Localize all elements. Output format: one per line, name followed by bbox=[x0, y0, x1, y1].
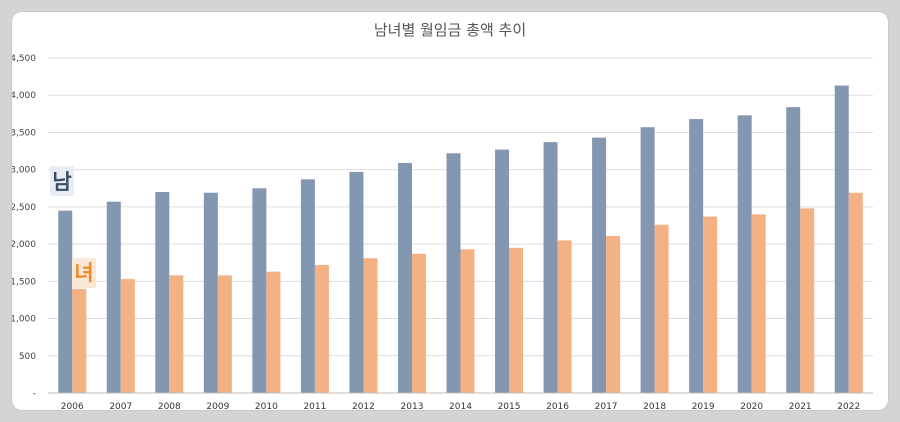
legend-male-bg bbox=[50, 166, 74, 196]
chart-svg: 남녀별 월임금 총액 추이 - 500 1,000 1,500 2,000 2,500 3,… bbox=[12, 21, 873, 410]
bar-female-2014 bbox=[460, 249, 475, 393]
bar-male-2015 bbox=[495, 149, 510, 393]
x-tick-label: 2019 bbox=[692, 402, 715, 410]
bar-female-2011 bbox=[314, 264, 329, 393]
chart-title: 남녀별 월임금 총액 추이 bbox=[374, 21, 526, 39]
x-tick-label: 2015 bbox=[498, 402, 521, 410]
x-tick-label: 2012 bbox=[352, 402, 375, 410]
x-tick-label: 2018 bbox=[643, 402, 666, 410]
y-axis-ticks: - 500 1,000 1,500 2,000 2,500 3,000 3,500 4,000 4… bbox=[12, 54, 36, 399]
legend-female: 녀 bbox=[72, 258, 96, 288]
legend-female-bg bbox=[72, 258, 96, 288]
y-tick-label: - bbox=[33, 389, 36, 399]
x-tick-label: 2007 bbox=[109, 402, 132, 410]
bar-male-2008 bbox=[155, 192, 170, 393]
bar-male-2021 bbox=[786, 107, 801, 393]
y-tick-label: 1,000 bbox=[12, 315, 36, 325]
bar-female-2015 bbox=[509, 247, 524, 393]
bar-male-2016 bbox=[543, 142, 558, 393]
y-tick-label: 4,500 bbox=[12, 54, 36, 64]
bar-male-2017 bbox=[592, 137, 607, 393]
x-tick-label: 2016 bbox=[546, 402, 569, 410]
y-tick-label: 500 bbox=[19, 352, 36, 362]
legend-male-label: 남 bbox=[52, 170, 71, 194]
bar-female-2009 bbox=[217, 275, 232, 393]
y-tick-label: 3,000 bbox=[12, 166, 36, 176]
bar-female-2007 bbox=[120, 279, 135, 393]
bar-female-2010 bbox=[266, 271, 281, 393]
bar-female-2021 bbox=[800, 208, 815, 393]
bar-female-2019 bbox=[703, 216, 718, 393]
x-tick-label: 2009 bbox=[206, 402, 229, 410]
bar-female-2008 bbox=[169, 275, 184, 393]
x-tick-label: 2021 bbox=[789, 402, 812, 410]
legend-female-label: 녀 bbox=[74, 261, 93, 285]
y-tick-label: 1,500 bbox=[12, 277, 36, 287]
y-tick-label: 4,000 bbox=[12, 91, 36, 101]
bar-female-2013 bbox=[411, 253, 426, 393]
x-tick-label: 2006 bbox=[61, 402, 84, 410]
x-tick-label: 2013 bbox=[401, 402, 424, 410]
bar-male-2012 bbox=[349, 171, 364, 393]
bar-female-2018 bbox=[654, 224, 669, 393]
bar-male-2019 bbox=[689, 119, 704, 394]
bar-male-2007 bbox=[106, 201, 121, 393]
x-tick-label: 2008 bbox=[158, 402, 181, 410]
x-tick-label: 2010 bbox=[255, 402, 278, 410]
x-tick-label: 2020 bbox=[740, 402, 763, 410]
bar-female-2020 bbox=[751, 214, 766, 393]
bar-male-2022 bbox=[834, 85, 849, 394]
y-tick-label: 2,000 bbox=[12, 240, 36, 250]
chart-card: 남녀별 월임금 총액 추이 - 500 1,000 1,500 2,000 2,500 3,… bbox=[12, 12, 888, 410]
bar-female-2022 bbox=[848, 192, 863, 393]
y-tick-label: 3,500 bbox=[12, 128, 36, 138]
bar-male-2018 bbox=[640, 127, 655, 393]
x-tick-label: 2022 bbox=[837, 402, 860, 410]
bar-layer bbox=[58, 85, 863, 394]
bar-male-2010 bbox=[252, 188, 267, 393]
bar-male-2009 bbox=[203, 192, 218, 393]
bar-female-2006 bbox=[72, 288, 87, 393]
x-tick-label: 2014 bbox=[449, 402, 472, 410]
bar-female-2017 bbox=[606, 235, 621, 393]
x-tick-label: 2017 bbox=[595, 402, 618, 410]
bar-male-2011 bbox=[300, 179, 315, 393]
bar-male-2013 bbox=[397, 162, 412, 393]
legend-male: 남 bbox=[50, 166, 74, 196]
bar-male-2020 bbox=[737, 115, 752, 394]
x-axis-ticks: 2006 2007 2008 2009 2010 2011 2012 2013 2014 2015… bbox=[61, 402, 860, 410]
bar-male-2014 bbox=[446, 153, 461, 393]
bar-male-2006 bbox=[58, 210, 73, 393]
bar-female-2012 bbox=[363, 258, 378, 393]
bar-female-2016 bbox=[557, 240, 572, 393]
x-tick-label: 2011 bbox=[303, 402, 326, 410]
y-tick-label: 2,500 bbox=[12, 203, 36, 213]
